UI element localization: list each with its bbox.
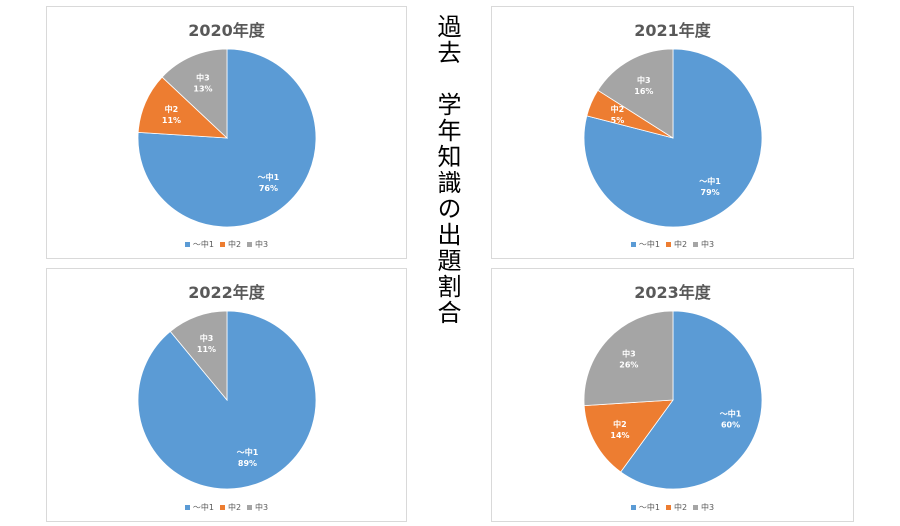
chart-title: 2023年度 <box>634 283 711 302</box>
chart-panel-2020: 2020年度 ～中1 76% 中2 11% 中3 13% ～中1 中2 中3 <box>46 6 407 259</box>
slice-category-label: ～中1 <box>258 172 280 182</box>
chart-legend: ～中1 中2 中3 <box>47 502 406 513</box>
legend-swatch <box>247 242 253 247</box>
legend-item: ～中1 <box>630 502 660 513</box>
slice-category-label: 中3 <box>622 349 636 359</box>
legend-label: ～中1 <box>638 240 660 249</box>
legend-label: ～中1 <box>192 503 214 512</box>
legend-item: 中3 <box>247 502 268 513</box>
pie-slice-中3 <box>169 310 228 402</box>
slice-category-label: 中2 <box>611 104 625 114</box>
chart-panel-2023: 2023年度 ～中1 60% 中2 14% 中3 26% ～中1 中2 中3 <box>491 268 854 522</box>
legend-swatch <box>184 242 190 247</box>
pie-chart-2022: ～中1 89% 中3 11% <box>137 310 317 490</box>
slice-percent-label: 11% <box>162 116 181 125</box>
pie-slice-中3 <box>597 48 674 139</box>
slice-percent-label: 60% <box>721 421 740 430</box>
legend-swatch <box>665 242 671 247</box>
legend-item: 中2 <box>665 239 688 250</box>
legend-swatch <box>219 242 225 247</box>
slice-category-label: ～中1 <box>237 447 259 457</box>
legend-label: 中3 <box>701 240 715 249</box>
legend-swatch <box>630 505 636 510</box>
legend-label: 中3 <box>701 503 715 512</box>
slice-category-label: 中3 <box>637 75 651 85</box>
slice-category-label: 中3 <box>200 333 214 343</box>
legend-item: 中2 <box>665 502 688 513</box>
slice-category-label: 中2 <box>165 104 179 114</box>
pie-chart-2020: ～中1 76% 中2 11% 中3 13% <box>137 48 317 228</box>
pie-slice-中2 <box>583 399 674 473</box>
slice-percent-label: 5% <box>611 116 625 125</box>
slice-percent-label: 13% <box>193 84 212 93</box>
legend-swatch <box>665 505 671 510</box>
pie-chart-2021: ～中1 79% 中2 5% 中3 16% <box>583 48 763 228</box>
slice-percent-label: 16% <box>634 87 653 96</box>
pie-chart-2023: ～中1 60% 中2 14% 中3 26% <box>583 310 763 490</box>
legend-item: 中2 <box>219 502 242 513</box>
legend-swatch <box>184 505 190 510</box>
legend-label: 中2 <box>673 240 688 249</box>
slice-percent-label: 79% <box>701 188 720 197</box>
pie-slice-中1 <box>620 310 763 490</box>
slice-percent-label: 14% <box>610 431 629 440</box>
slice-category-label: ～中1 <box>720 409 742 419</box>
legend-label: 中2 <box>227 240 242 249</box>
chart-panel-2022: 2022年度 ～中1 89% 中3 11% ～中1 中2 中3 <box>46 268 407 522</box>
chart-title: 2022年度 <box>188 283 265 302</box>
chart-legend: ～中1 中2 中3 <box>492 502 853 513</box>
legend-swatch <box>693 505 699 510</box>
pie-slice-中3 <box>161 48 228 139</box>
legend-item: 中3 <box>693 502 714 513</box>
legend-item: ～中1 <box>184 239 214 250</box>
chart-title: 2020年度 <box>188 21 265 40</box>
legend-label: ～中1 <box>192 240 214 249</box>
legend-swatch <box>247 505 253 510</box>
legend-item: 中3 <box>247 239 268 250</box>
legend-label: ～中1 <box>638 503 660 512</box>
side-title: 過去 学年知識の出題割合 <box>433 14 461 326</box>
legend-item: ～中1 <box>630 239 660 250</box>
legend-swatch <box>219 505 225 510</box>
slice-category-label: ～中1 <box>699 176 721 186</box>
legend-swatch <box>630 242 636 247</box>
legend-item: 中3 <box>693 239 714 250</box>
legend-item: 中2 <box>219 239 242 250</box>
slice-percent-label: 89% <box>238 459 257 468</box>
legend-label: 中3 <box>255 503 269 512</box>
legend-label: 中2 <box>673 503 688 512</box>
slice-category-label: 中2 <box>613 419 627 429</box>
slice-category-label: 中3 <box>196 72 210 82</box>
slice-percent-label: 26% <box>619 361 638 370</box>
chart-title: 2021年度 <box>634 21 711 40</box>
chart-legend: ～中1 中2 中3 <box>492 239 853 250</box>
chart-panel-2021: 2021年度 ～中1 79% 中2 5% 中3 16% ～中1 中2 中3 <box>491 6 854 259</box>
slice-percent-label: 76% <box>259 184 278 193</box>
slice-percent-label: 11% <box>197 345 216 354</box>
pie-slice-中3 <box>583 310 674 407</box>
legend-item: ～中1 <box>184 502 214 513</box>
legend-label: 中3 <box>255 240 269 249</box>
chart-legend: ～中1 中2 中3 <box>47 239 406 250</box>
legend-label: 中2 <box>227 503 242 512</box>
legend-swatch <box>693 242 699 247</box>
